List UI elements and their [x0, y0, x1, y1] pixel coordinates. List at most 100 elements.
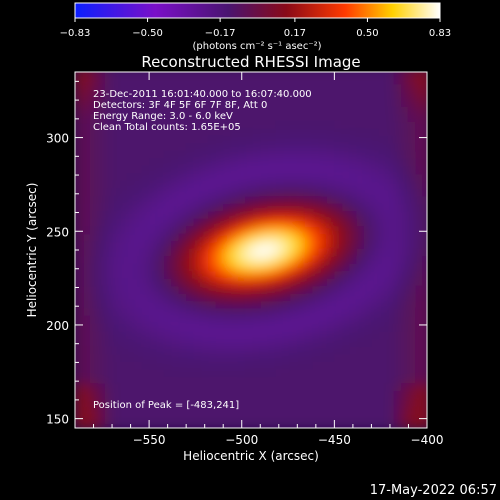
heatmap-cell: [200, 218, 209, 227]
heatmap-cell: [275, 233, 284, 242]
heatmap-cell: [282, 98, 291, 107]
colorbar-units: (photons cm⁻² s⁻¹ asec⁻²): [192, 41, 321, 52]
heatmap-cell: [408, 120, 417, 129]
heatmap-cell: [171, 345, 180, 354]
heatmap-cell: [275, 143, 284, 152]
heatmap-cell: [163, 285, 172, 294]
heatmap-cell: [304, 330, 313, 339]
heatmap-cell: [304, 218, 313, 227]
heatmap-cell: [75, 218, 84, 227]
heatmap-cell: [141, 210, 150, 219]
heatmap-cell: [82, 158, 91, 167]
heatmap-cell: [134, 330, 143, 339]
heatmap-cell: [364, 120, 373, 129]
heatmap-cell: [82, 398, 91, 407]
heatmap-cell: [364, 330, 373, 339]
heatmap-cell: [415, 338, 424, 347]
heatmap-cell: [319, 188, 328, 197]
heatmap-cell: [297, 180, 306, 189]
heatmap-cell: [356, 375, 365, 384]
x-tick-label: −550: [133, 433, 166, 447]
heatmap-cell: [112, 240, 121, 249]
heatmap-cell: [134, 150, 143, 159]
heatmap-cell: [378, 165, 387, 174]
heatmap-cell: [326, 270, 335, 279]
heatmap-cell: [223, 345, 232, 354]
heatmap-cell: [186, 225, 195, 234]
heatmap-cell: [371, 225, 380, 234]
heatmap-cell: [267, 120, 276, 129]
heatmap-cell: [267, 353, 276, 362]
heatmap-cell: [319, 383, 328, 392]
heatmap-cell: [134, 413, 143, 422]
heatmap-cell: [104, 345, 113, 354]
heatmap-cell: [334, 150, 343, 159]
heatmap-cell: [356, 383, 365, 392]
heatmap-cell: [341, 180, 350, 189]
heatmap-cell: [415, 383, 424, 392]
heatmap-cell: [267, 128, 276, 137]
heatmap-cell: [408, 375, 417, 384]
heatmap-cell: [297, 72, 306, 77]
heatmap-cell: [104, 255, 113, 264]
heatmap-cell: [297, 308, 306, 317]
heatmap-cell: [304, 420, 313, 428]
heatmap-cell: [267, 173, 276, 182]
heatmap-cell: [371, 308, 380, 317]
heatmap-cell: [112, 75, 121, 84]
heatmap-cell: [97, 390, 106, 399]
heatmap-cell: [82, 345, 91, 354]
heatmap-cell: [193, 135, 202, 144]
heatmap-cell: [97, 180, 106, 189]
heatmap-cell: [149, 203, 158, 212]
heatmap-cell: [282, 383, 291, 392]
heatmap-cell: [356, 398, 365, 407]
heatmap-cell: [215, 323, 224, 332]
heatmap-cell: [97, 278, 106, 287]
heatmap-cell: [289, 285, 298, 294]
heatmap-cell: [245, 345, 254, 354]
heatmap-cell: [171, 420, 180, 428]
heatmap-cell: [104, 98, 113, 107]
heatmap-cell: [297, 375, 306, 384]
heatmap-cell: [134, 105, 143, 114]
heatmap-cell: [349, 158, 358, 167]
heatmap-cell: [156, 315, 165, 324]
heatmap-cell: [326, 255, 335, 264]
x-axis-label: Heliocentric X (arcsec): [183, 449, 319, 463]
heatmap-cell: [289, 413, 298, 422]
heatmap-cell: [252, 323, 261, 332]
heatmap-cell: [297, 405, 306, 414]
heatmap-cell: [415, 300, 424, 309]
heatmap-cell: [245, 360, 254, 369]
heatmap-cell: [260, 143, 269, 152]
heatmap-cell: [163, 315, 172, 324]
heatmap-cell: [356, 420, 365, 428]
heatmap-cell: [267, 218, 276, 227]
heatmap-cell: [408, 413, 417, 422]
heatmap-cell: [304, 398, 313, 407]
heatmap-cell: [356, 83, 365, 92]
heatmap-cell: [223, 173, 232, 182]
heatmap-cell: [349, 128, 358, 137]
heatmap-cell: [356, 188, 365, 197]
heatmap-cell: [356, 225, 365, 234]
heatmap-cell: [341, 165, 350, 174]
heatmap-cell: [386, 120, 395, 129]
heatmap-cell: [289, 315, 298, 324]
heatmap-cell: [349, 375, 358, 384]
heatmap-cell: [267, 285, 276, 294]
heatmap-cell: [349, 353, 358, 362]
heatmap-cell: [119, 263, 128, 272]
heatmap-cell: [156, 218, 165, 227]
heatmap-cell: [378, 120, 387, 129]
heatmap-cell: [275, 90, 284, 99]
heatmap-cell: [134, 263, 143, 272]
heatmap-cell: [104, 120, 113, 129]
heatmap-cell: [334, 398, 343, 407]
heatmap-cell: [297, 368, 306, 377]
heatmap-cell: [104, 420, 113, 428]
heatmap-cell: [186, 180, 195, 189]
heatmap-cell: [126, 338, 135, 347]
